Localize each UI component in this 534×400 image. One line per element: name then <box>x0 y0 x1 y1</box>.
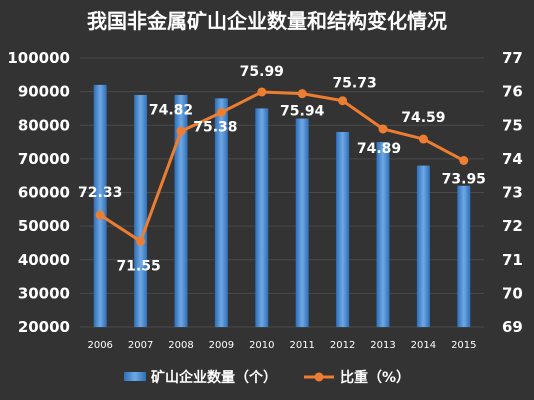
left-tick-label: 100000 <box>7 49 70 67</box>
bar <box>457 185 471 327</box>
right-tick-label: 76 <box>502 83 523 101</box>
bar <box>376 142 390 327</box>
right-tick-label: 71 <box>502 251 523 269</box>
left-tick-label: 80000 <box>18 116 70 134</box>
left-axis-ticks: 20000 30000 40000 50000 60000 70000 80000 90000… <box>7 49 70 336</box>
line-point <box>338 96 348 106</box>
left-tick-label: 40000 <box>18 251 70 269</box>
x-tick-label: 2012 <box>330 340 355 351</box>
x-axis-ticks: 2006 2007 2008 2009 2010 2011 2012 2013 2014 2015 <box>87 340 476 351</box>
bar <box>255 108 269 327</box>
x-tick-label: 2008 <box>168 340 193 351</box>
bar <box>214 98 228 327</box>
right-tick-label: 75 <box>502 116 523 134</box>
bar <box>416 165 430 327</box>
bar <box>174 94 188 327</box>
data-label: 71.55 <box>116 258 160 274</box>
line-point <box>176 126 186 136</box>
data-label: 73.95 <box>442 172 486 188</box>
line-point <box>418 134 428 144</box>
legend-bar-swatch <box>124 372 146 381</box>
x-tick-label: 2014 <box>411 340 436 351</box>
line-path <box>99 90 465 243</box>
data-label: 74.59 <box>401 110 445 126</box>
line-point <box>378 124 388 134</box>
left-tick-label: 90000 <box>18 83 70 101</box>
legend: 矿山企业数量（个） 比重（%） <box>124 369 410 386</box>
x-tick-label: 2007 <box>128 340 153 351</box>
left-tick-label: 60000 <box>18 184 70 202</box>
bar <box>134 94 148 327</box>
right-axis-ticks: 69 70 71 72 73 74 75 76 77 <box>502 49 523 336</box>
data-label: 75.73 <box>332 76 376 92</box>
line-point <box>216 107 226 117</box>
right-tick-label: 73 <box>502 184 523 202</box>
data-label: 74.82 <box>149 102 193 118</box>
x-tick-label: 2011 <box>289 340 314 351</box>
legend-bar-label: 矿山企业数量（个） <box>151 369 277 386</box>
line-point <box>459 156 469 166</box>
x-tick-label: 2009 <box>209 340 234 351</box>
bar-series <box>93 84 471 328</box>
right-tick-label: 72 <box>502 217 523 235</box>
x-tick-label: 2006 <box>87 340 112 351</box>
line-point <box>257 87 267 97</box>
left-tick-label: 30000 <box>18 284 70 302</box>
left-tick-label: 20000 <box>18 318 70 336</box>
right-tick-label: 70 <box>502 284 523 302</box>
x-tick-label: 2010 <box>249 340 274 351</box>
data-label: 74.89 <box>357 141 401 157</box>
right-tick-label: 69 <box>502 318 523 336</box>
data-label: 75.94 <box>280 104 325 120</box>
bar <box>93 84 107 328</box>
left-tick-label: 50000 <box>18 217 70 235</box>
bar <box>336 131 350 327</box>
legend-line-marker <box>314 372 324 382</box>
legend-line-label: 比重（%） <box>340 369 410 386</box>
left-tick-label: 70000 <box>18 150 70 168</box>
right-tick-label: 74 <box>502 150 523 168</box>
data-label: 75.99 <box>240 64 284 80</box>
data-label: 75.38 <box>193 119 237 135</box>
line-point <box>136 236 146 246</box>
line-series <box>95 87 469 246</box>
line-point <box>95 210 105 220</box>
line-point <box>297 89 307 99</box>
x-tick-label: 2013 <box>370 340 395 351</box>
right-tick-label: 77 <box>502 49 523 67</box>
bar <box>295 118 309 328</box>
data-label: 72.33 <box>78 185 122 201</box>
x-tick-label: 2015 <box>451 340 476 351</box>
chart-title: 我国非金属矿山企业数量和结构变化情况 <box>87 9 447 33</box>
